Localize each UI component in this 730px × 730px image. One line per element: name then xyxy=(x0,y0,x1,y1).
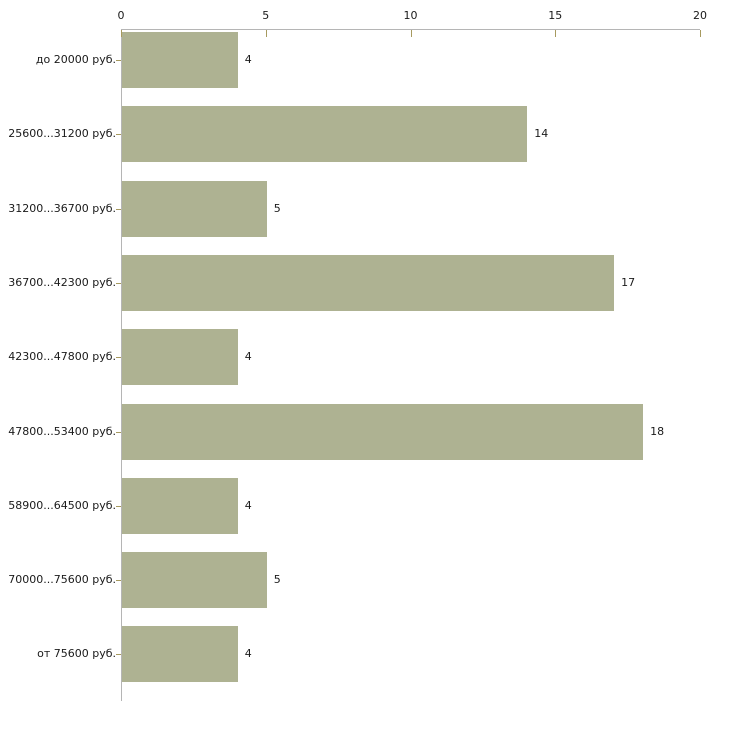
y-axis-tick xyxy=(116,506,121,507)
x-axis-tick-label: 5 xyxy=(262,9,270,22)
bar[interactable] xyxy=(122,254,615,311)
category-label: 25600...31200 руб. xyxy=(8,127,116,141)
category-label: 36700...42300 руб. xyxy=(8,275,116,289)
y-axis-tick xyxy=(116,432,121,433)
y-axis-tick xyxy=(116,357,121,358)
bar-value-label: 5 xyxy=(273,201,281,215)
y-axis-tick xyxy=(116,283,121,284)
category-label: 47800...53400 руб. xyxy=(8,424,116,438)
bar[interactable] xyxy=(122,477,238,534)
bar[interactable] xyxy=(122,329,238,386)
bar[interactable] xyxy=(122,32,238,88)
y-axis-tick xyxy=(116,654,121,655)
x-axis-tick xyxy=(410,30,412,37)
y-axis-tick xyxy=(116,209,121,210)
bar-value-label: 4 xyxy=(244,647,252,661)
bar-value-label: 4 xyxy=(244,498,252,512)
x-axis-tick xyxy=(555,30,557,37)
x-axis-tick xyxy=(121,30,122,37)
y-axis-tick xyxy=(116,134,121,135)
bar[interactable] xyxy=(122,552,267,609)
x-axis-tick-label: 20 xyxy=(693,9,707,22)
bar-value-label: 5 xyxy=(273,573,281,587)
x-axis-tick-label: 15 xyxy=(548,9,563,22)
bar-value-label: 17 xyxy=(621,275,636,289)
category-label: 31200...36700 руб. xyxy=(8,201,116,215)
y-axis-line xyxy=(121,29,122,701)
category-label: от 75600 руб. xyxy=(37,647,116,661)
bar[interactable] xyxy=(122,626,238,683)
x-axis-tick-label: 0 xyxy=(117,9,125,22)
y-axis-tick xyxy=(116,580,121,581)
category-label: 58900...64500 руб. xyxy=(8,498,116,512)
x-axis-tick xyxy=(700,30,701,37)
bar-value-label: 4 xyxy=(244,350,252,364)
category-label: 42300...47800 руб. xyxy=(8,350,116,364)
bar[interactable] xyxy=(122,180,267,237)
bar[interactable] xyxy=(122,403,644,460)
bar-value-label: 18 xyxy=(650,424,665,438)
bar-value-label: 4 xyxy=(244,53,252,66)
x-axis-tick xyxy=(265,30,267,37)
category-label: до 20000 руб. xyxy=(35,53,116,66)
x-axis-line xyxy=(121,29,700,30)
x-axis-tick-label: 10 xyxy=(403,9,418,22)
bar[interactable] xyxy=(122,106,528,163)
category-label: 70000...75600 руб. xyxy=(8,573,116,587)
y-axis-tick xyxy=(116,60,121,61)
bar-value-label: 14 xyxy=(534,127,549,141)
